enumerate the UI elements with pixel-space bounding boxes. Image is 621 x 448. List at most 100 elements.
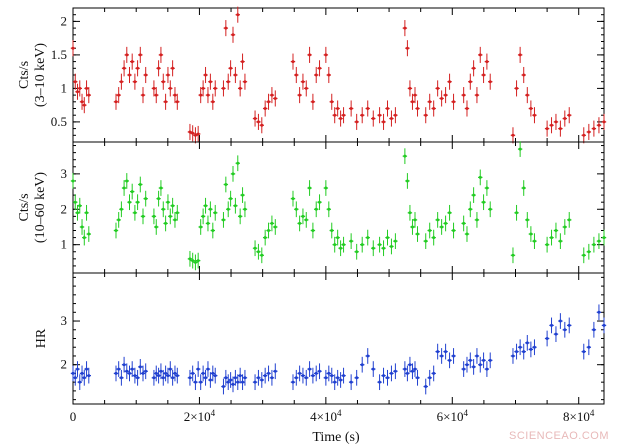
data-point <box>371 361 376 377</box>
marker <box>294 207 298 211</box>
data-point <box>558 233 563 249</box>
data-point <box>591 120 597 137</box>
marker <box>488 358 492 362</box>
marker <box>330 374 334 378</box>
marker <box>475 218 479 222</box>
marker <box>199 93 203 97</box>
data-point <box>405 40 410 57</box>
data-point <box>567 317 572 334</box>
marker <box>405 179 409 183</box>
data-point <box>562 219 568 235</box>
marker <box>485 367 489 371</box>
data-point <box>223 176 229 193</box>
data-point <box>135 369 140 386</box>
data-point <box>402 361 408 377</box>
marker <box>130 60 134 64</box>
data-point <box>484 180 490 196</box>
marker <box>193 260 197 264</box>
marker <box>71 46 75 50</box>
marker <box>413 218 417 222</box>
data-point <box>591 236 597 253</box>
marker <box>233 204 237 208</box>
data-point <box>193 374 198 391</box>
data-point <box>86 87 92 104</box>
marker <box>122 66 126 70</box>
data-point <box>348 100 354 117</box>
data-point <box>544 330 550 347</box>
marker <box>428 376 432 380</box>
data-point <box>517 46 523 63</box>
marker <box>80 225 84 229</box>
marker <box>554 229 558 233</box>
marker <box>208 80 212 84</box>
marker <box>416 107 420 110</box>
marker <box>444 221 448 225</box>
x-tick-label: 2×104 <box>184 408 216 424</box>
marker <box>141 93 145 97</box>
marker <box>308 367 312 371</box>
data-point <box>329 222 334 239</box>
marker <box>273 369 277 373</box>
data-point <box>544 120 550 137</box>
data-point <box>86 367 92 384</box>
marker <box>226 207 230 211</box>
marker <box>592 243 596 247</box>
marker <box>485 186 489 190</box>
data-point <box>389 110 394 127</box>
marker <box>127 200 131 204</box>
marker <box>597 239 601 243</box>
data-point <box>230 166 236 182</box>
marker <box>82 103 86 107</box>
marker <box>554 332 558 336</box>
marker <box>117 367 121 371</box>
marker <box>87 374 91 378</box>
data-point <box>581 247 586 264</box>
data-point <box>517 141 523 157</box>
data-point <box>193 127 198 144</box>
marker <box>125 179 129 183</box>
data-point <box>269 369 275 386</box>
marker <box>327 207 331 211</box>
data-point <box>82 97 87 114</box>
marker <box>393 239 397 243</box>
data-point <box>175 204 180 221</box>
marker <box>587 345 591 349</box>
data-point <box>242 73 248 90</box>
data-point <box>335 369 340 386</box>
marker <box>136 376 140 380</box>
marker <box>136 200 140 204</box>
data-point <box>412 361 418 377</box>
data-point <box>385 229 390 246</box>
data-point <box>208 201 213 218</box>
marker <box>472 365 476 369</box>
data-point <box>326 201 332 218</box>
data-point <box>310 93 316 110</box>
data-point <box>154 87 159 104</box>
data-point <box>242 201 248 218</box>
marker <box>428 229 432 233</box>
marker <box>360 243 364 247</box>
marker <box>157 197 161 201</box>
data-point <box>203 197 208 214</box>
marker <box>125 53 129 57</box>
data-point <box>549 117 554 134</box>
marker <box>518 53 522 57</box>
data-point <box>360 236 365 253</box>
data-point <box>407 356 413 373</box>
data-point <box>200 365 206 382</box>
data-point <box>558 313 563 329</box>
marker <box>152 376 156 380</box>
marker <box>355 376 359 380</box>
marker <box>161 80 165 84</box>
data-point <box>172 212 178 228</box>
data-point <box>228 60 233 77</box>
marker <box>213 211 217 215</box>
marker <box>229 378 233 382</box>
data-point <box>317 194 322 211</box>
data-point <box>332 107 337 124</box>
marker <box>206 93 210 97</box>
data-point <box>200 80 206 97</box>
data-point <box>116 361 121 377</box>
data-point <box>86 226 92 242</box>
data-point <box>335 100 340 117</box>
